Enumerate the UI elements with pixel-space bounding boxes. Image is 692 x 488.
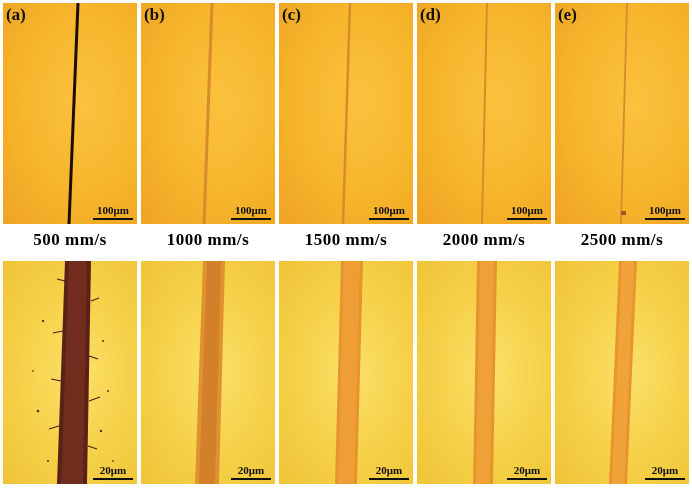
panel-label-d: (d): [420, 5, 441, 24]
scale-bar-a-top: 100μm: [93, 206, 133, 220]
laser-track-c: [341, 3, 352, 224]
bottom-panel-a: 20μm: [3, 261, 137, 484]
laser-track-c-zoom: [335, 261, 363, 484]
top-panel-b: (b) 100μm: [141, 3, 275, 224]
top-panel-c: (c) 100μm: [279, 3, 413, 224]
scale-bar-a-bottom: 20μm: [93, 466, 133, 480]
scale-bar-c-bottom: 20μm: [369, 466, 409, 480]
panel-label-a: (a): [6, 5, 26, 24]
laser-track-a-zoom: [32, 261, 114, 484]
laser-track-e-zoom: [609, 261, 637, 484]
scale-bar-d-bottom: 20μm: [507, 466, 547, 480]
scale-bar-e-bottom: 20μm: [645, 466, 685, 480]
laser-track-b: [202, 3, 214, 224]
speed-label-a: 500 mm/s: [33, 230, 107, 249]
top-panel-e: (e) 100μm: [555, 3, 689, 224]
laser-track-d-zoom: [473, 261, 497, 484]
bottom-panel-e: 20μm: [555, 261, 689, 484]
laser-track-e: [620, 3, 628, 224]
panel-label-e: (e): [558, 5, 577, 24]
speed-label-e: 2500 mm/s: [580, 230, 664, 249]
scale-bar-b-top: 100μm: [231, 206, 271, 220]
scale-bar-e-top: 100μm: [645, 206, 685, 220]
panel-label-c: (c): [282, 5, 301, 24]
laser-track-b-zoom: [195, 261, 225, 484]
top-panel-a: (a) 100μm: [3, 3, 137, 224]
speed-label-b: 1000 mm/s: [166, 230, 250, 249]
speed-label-c: 1500 mm/s: [304, 230, 388, 249]
laser-track-a: [67, 3, 80, 224]
bottom-panel-c: 20μm: [279, 261, 413, 484]
scale-bar-b-bottom: 20μm: [231, 466, 271, 480]
scale-bar-d-top: 100μm: [507, 206, 547, 220]
laser-track-d: [481, 3, 488, 224]
bottom-panel-b: 20μm: [141, 261, 275, 484]
panel-label-b: (b): [144, 5, 165, 24]
top-panel-d: (d) 100μm: [417, 3, 551, 224]
scale-bar-c-top: 100μm: [369, 206, 409, 220]
speed-label-d: 2000 mm/s: [442, 230, 526, 249]
bottom-panel-d: 20μm: [417, 261, 551, 484]
